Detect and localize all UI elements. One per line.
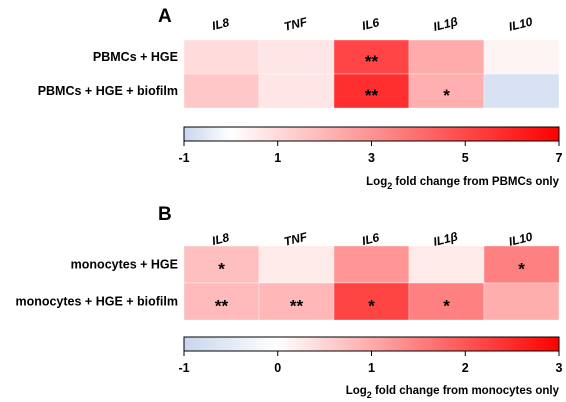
colorbar-tick-label: 2 (462, 361, 469, 375)
colorbar-tick-label: 7 (556, 151, 563, 165)
colorbar-tick-label: 1 (274, 151, 281, 165)
heatmap-cell (483, 73, 560, 109)
heatmap-cell (408, 39, 485, 75)
heatmap-cell (183, 39, 260, 75)
heatmap-cell (483, 39, 560, 75)
colorbar-tick-label: -1 (178, 361, 189, 375)
panel-label: B (158, 204, 172, 225)
heatmap-cell (333, 73, 410, 109)
significance-mark: ** (365, 52, 379, 71)
column-label: IL8 (210, 230, 231, 248)
heatmap-cell (483, 245, 560, 284)
significance-mark: ** (365, 86, 379, 105)
colorbar (183, 126, 560, 142)
column-label: TNF (283, 14, 310, 33)
row-label: PBMCs + HGE + biofilm (38, 84, 178, 98)
column-label: IL1β (432, 14, 460, 34)
panel-label: A (158, 6, 172, 27)
colorbar-tick-label: 5 (462, 151, 469, 165)
column-label: IL10 (507, 229, 534, 248)
heatmap-cell (333, 282, 410, 321)
colorbar-tick-label: 0 (274, 361, 281, 375)
colorbar-tick-label: 3 (556, 361, 563, 375)
colorbar-label: Log2 fold change from PBMCs only (366, 176, 559, 191)
significance-mark: * (443, 297, 450, 316)
heatmap-cell (183, 73, 260, 109)
heatmap-cell (333, 39, 410, 75)
significance-mark: ** (290, 297, 304, 316)
heatmap-cell (258, 73, 335, 109)
row-label: monocytes + HGE + biofilm (15, 295, 178, 309)
colorbar-tick-label: -1 (178, 151, 189, 165)
significance-mark: * (218, 260, 225, 279)
heatmap-cell (408, 245, 485, 284)
heatmap-cell (183, 245, 260, 284)
colorbar (183, 336, 560, 352)
row-label: monocytes + HGE (71, 258, 178, 272)
heatmap-cell (408, 73, 485, 109)
colorbar-label: Log2 fold change from monocytes only (346, 385, 560, 400)
colorbar-tick-label: 3 (368, 151, 375, 165)
colorbar-tick-label: 1 (368, 361, 375, 375)
column-label: IL1β (432, 229, 460, 249)
heatmap-cell (258, 282, 335, 321)
significance-mark: * (443, 86, 450, 105)
column-label: IL6 (360, 230, 381, 248)
heatmap-cell (183, 282, 260, 321)
significance-mark: ** (215, 297, 229, 316)
column-label: IL6 (360, 15, 381, 33)
heatmap-cell (483, 282, 560, 321)
column-label: IL8 (210, 15, 231, 33)
heatmap-cell (258, 39, 335, 75)
heatmap-cell (408, 282, 485, 321)
row-label: PBMCs + HGE (93, 50, 178, 64)
column-label: IL10 (507, 14, 534, 33)
heatmap-cell (258, 245, 335, 284)
significance-mark: * (368, 297, 375, 316)
significance-mark: * (518, 260, 525, 279)
heatmap-cell (333, 245, 410, 284)
column-label: TNF (283, 229, 310, 248)
